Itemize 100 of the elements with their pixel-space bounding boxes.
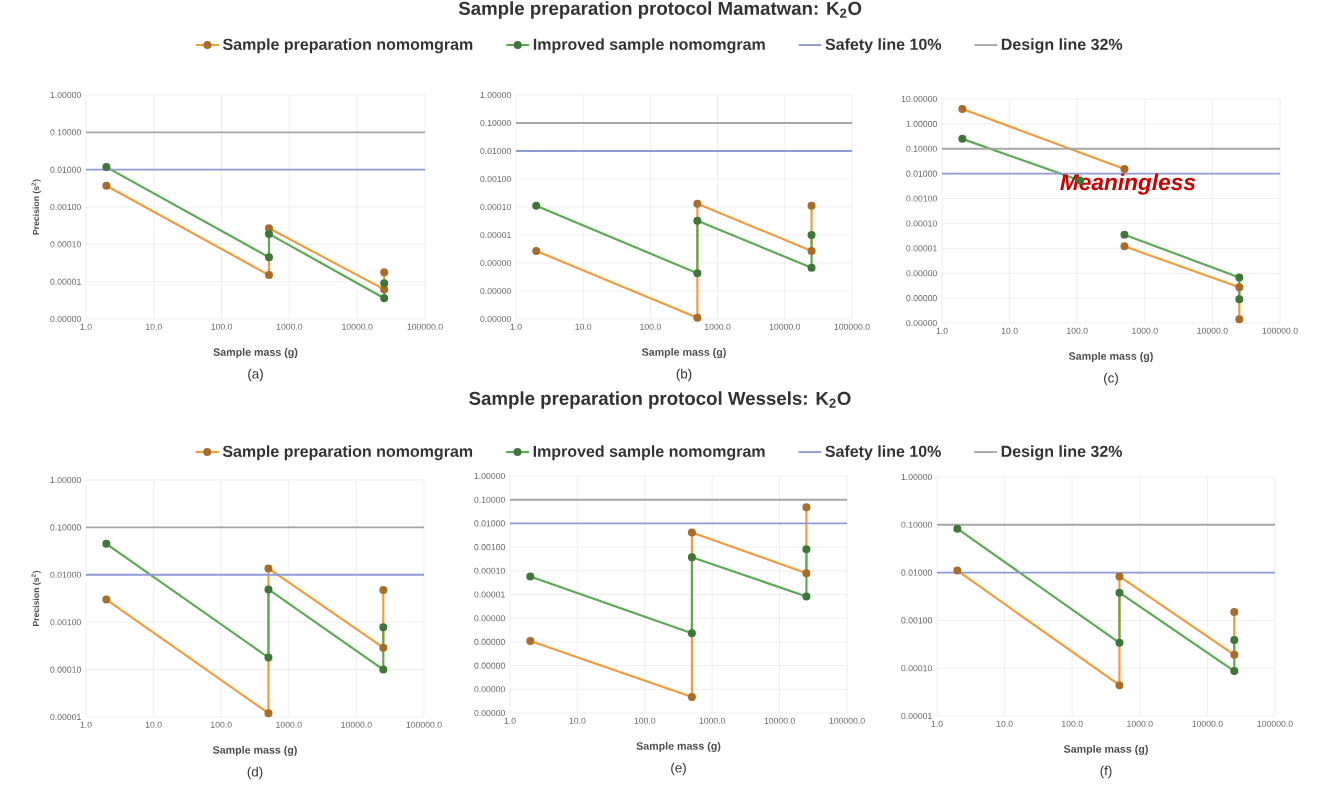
annotation: Meaningless [1060, 173, 1196, 195]
legend-label: Improved sample nomomgram [533, 445, 765, 461]
text: (a) [248, 368, 263, 382]
y-tick-label: 0.00001 [474, 591, 505, 598]
y-tick-label: 0.00001 [480, 231, 511, 239]
x-tick-label: 1000.0 [1132, 327, 1158, 334]
y-tick-label: 0.00000 [906, 295, 937, 302]
y-tick-label: 0.10000 [906, 145, 937, 152]
y-tick-label: 0.01000 [906, 170, 937, 177]
x-tick-label: 1.0 [80, 721, 92, 728]
y-tick-label: 0.01000 [901, 569, 932, 576]
x-tick-label: 100000.0 [406, 721, 442, 728]
y-tick-label: 0.00000 [480, 315, 511, 323]
y-tick-label: 1.00000 [50, 91, 81, 99]
y-tick-label: 0.00000 [474, 662, 505, 669]
y-tick-label: 0.00100 [474, 544, 505, 551]
x-axis-title: Sample mass (g) [641, 348, 726, 359]
y-tick-label: 0.00100 [901, 617, 932, 624]
x-tick-label: 100.0 [211, 323, 233, 330]
legend-label: Design line 32% [1001, 38, 1123, 54]
text: (f) [1100, 765, 1112, 779]
x-tick-label: 1.0 [80, 323, 92, 330]
x-tick-label: 1000.0 [276, 323, 303, 330]
y-tick-label: 0.10000 [50, 524, 81, 531]
text: (b) [676, 368, 692, 382]
x-tick-label: 1.0 [510, 323, 522, 330]
x-tick-label: 100000.0 [834, 323, 870, 330]
text: (e) [671, 762, 686, 776]
x-tick-label: 100.0 [634, 717, 656, 724]
legend-label: Design line 32% [1001, 445, 1123, 461]
x-tick-label: 10.0 [146, 323, 162, 330]
y-tick-label: 1.00000 [480, 91, 511, 99]
y-tick-label: 0.00010 [50, 666, 81, 673]
y-tick-label: 0.00000 [474, 615, 505, 622]
x-tick-label: 100.0 [211, 721, 232, 728]
y-axis-title: Precision (s$^{2}$) [31, 570, 41, 626]
y-tick-label: 0.00000 [474, 686, 505, 693]
y-tick-label: 0.00000 [906, 270, 937, 277]
y-tick-label: 1.00000 [906, 120, 937, 127]
x-tick-label: 100000.0 [829, 717, 865, 724]
text: (d) [247, 766, 263, 780]
y-tick-label: 0.00000 [906, 319, 937, 327]
y-tick-label: 0.00010 [474, 567, 505, 574]
text: (c) [1104, 372, 1118, 386]
x-tick-label: 10.0 [145, 721, 162, 728]
y-tick-label: 0.01000 [474, 520, 505, 527]
x-tick-label: 1000.0 [1127, 720, 1153, 727]
x-tick-label: 10.0 [569, 717, 586, 724]
x-tick-label: 10000.0 [769, 323, 801, 330]
y-tick-label: 0.10000 [474, 496, 505, 503]
y-tick-label: 0.00001 [901, 712, 932, 720]
x-tick-label: 100.0 [1062, 720, 1083, 727]
x-tick-label: 10000.0 [1192, 720, 1223, 727]
y-tick-label: 0.00010 [901, 665, 932, 672]
legend-label: Safety line 10% [825, 445, 941, 461]
x-tick-label: 100000.0 [1262, 327, 1298, 334]
y-tick-label: 0.10000 [901, 521, 932, 528]
x-tick-label: 1000.0 [705, 323, 731, 330]
y-tick-label: 0.01000 [50, 571, 81, 578]
y-tick-label: 0.00100 [50, 619, 81, 626]
x-tick-label: 10.0 [575, 323, 592, 330]
y-tick-label: 0.10000 [480, 119, 511, 127]
x-tick-label: 100000.0 [1257, 720, 1293, 727]
y-tick-label: 0.00000 [480, 259, 511, 267]
y-axis-title: Precision (s$^{2}$) [31, 179, 41, 235]
y-tick-label: 1.00000 [474, 472, 505, 480]
y-tick-label: 0.00010 [480, 203, 511, 211]
y-tick-label: 0.00000 [480, 287, 511, 295]
x-tick-label: 1.0 [931, 720, 943, 727]
y-tick-label: 1.00000 [901, 473, 932, 481]
y-tick-label: 0.00010 [906, 220, 937, 227]
x-tick-label: 100.0 [1067, 327, 1088, 334]
legend-label: Improved sample nomomgram [533, 38, 765, 54]
x-tick-label: 1.0 [936, 327, 948, 334]
x-tick-label: 10000.0 [341, 721, 372, 728]
y-tick-label: 0.00001 [50, 713, 81, 721]
x-tick-label: 1000.0 [699, 717, 726, 724]
x-tick-label: 100000.0 [407, 323, 443, 330]
chart-title: Sample preparation protocol Mamatwan: K$_{2}$O [458, 1, 862, 19]
x-tick-label: 100.0 [640, 323, 661, 330]
x-tick-label: 10000.0 [764, 717, 795, 724]
chart-title: Sample preparation protocol Wessels: K$_{2}$O [469, 391, 851, 409]
y-tick-label: 0.00000 [474, 709, 505, 717]
legend-label: Safety line 10% [825, 38, 942, 54]
y-tick-label: 0.00001 [50, 278, 81, 285]
x-tick-label: 1000.0 [276, 721, 302, 728]
legend-label: Sample preparation nomomgram [222, 445, 473, 461]
y-tick-label: 0.00001 [906, 245, 937, 252]
y-tick-label: 0.00010 [50, 241, 81, 248]
y-tick-label: 0.00000 [474, 638, 505, 645]
x-tick-label: 10000.0 [342, 323, 373, 330]
y-tick-label: 10.00000 [901, 95, 937, 103]
y-tick-label: 0.10000 [50, 129, 81, 136]
y-tick-label: 0.00000 [50, 315, 81, 323]
y-tick-label: 0.01000 [480, 147, 511, 155]
x-tick-label: 10.0 [1001, 327, 1018, 334]
x-axis-title: Sample mass (g) [1063, 744, 1148, 755]
y-tick-label: 0.01000 [50, 166, 81, 173]
x-axis-title: Sample mass (g) [1068, 352, 1153, 363]
y-tick-label: 1.00000 [50, 476, 81, 484]
